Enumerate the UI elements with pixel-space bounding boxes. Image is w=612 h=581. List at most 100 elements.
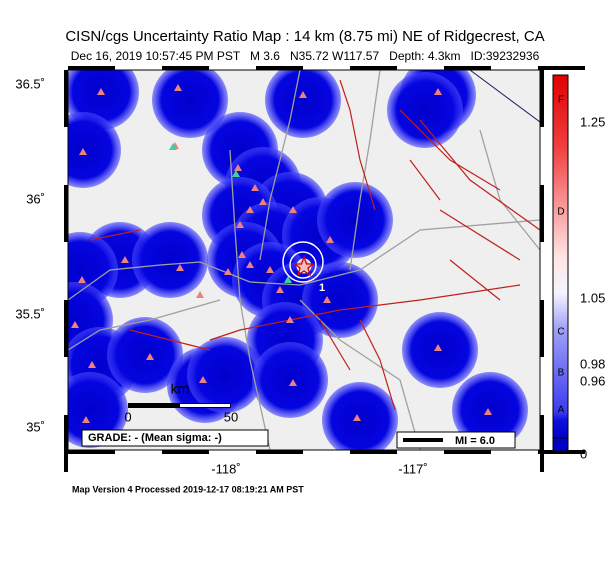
station — [88, 361, 96, 368]
frame-tick — [444, 450, 491, 454]
station — [196, 291, 204, 298]
scale-end: 50 — [224, 409, 238, 424]
fault — [209, 284, 521, 341]
scale-unit: km — [171, 381, 190, 397]
scale-start: 0 — [124, 409, 131, 424]
epicenter: 1 — [282, 241, 325, 294]
map-frame — [64, 66, 585, 472]
coverage-circle — [302, 262, 378, 338]
fault — [449, 259, 501, 301]
frame-tick — [540, 70, 544, 127]
station — [299, 91, 307, 98]
frame-tick — [64, 185, 68, 242]
frame-tick — [256, 66, 303, 70]
road — [68, 261, 361, 301]
mi-box — [396, 431, 516, 449]
station — [79, 148, 87, 155]
mi-legend: MI = 6.0 — [455, 435, 495, 447]
frame-tick — [540, 185, 544, 242]
coverage-circle — [152, 70, 228, 138]
grade-letter: C — [557, 327, 564, 338]
stations — [71, 84, 492, 423]
colorbar-tick: 0.98 — [580, 356, 605, 371]
station — [434, 344, 442, 351]
frame-tick — [162, 450, 209, 454]
coverage-circle — [132, 222, 208, 298]
station — [276, 286, 284, 293]
fault — [89, 229, 141, 241]
grade-letter: B — [558, 368, 565, 379]
road — [259, 70, 301, 261]
station — [199, 376, 207, 383]
frame-tick — [68, 66, 115, 70]
station — [169, 143, 177, 150]
frame-tick — [350, 66, 397, 70]
road — [229, 149, 271, 450]
subtitle: Dec 16, 2019 10:57:45 PM PST M 3.6 N35.7… — [71, 49, 540, 63]
fault — [409, 159, 441, 201]
grade-box — [81, 429, 269, 447]
lat-label: 35.5˚ — [15, 306, 45, 321]
mi-line — [403, 438, 443, 442]
lat-label: 35˚ — [26, 419, 45, 434]
fault — [319, 319, 351, 371]
coverage-circle — [322, 382, 398, 450]
colorbar-tick: 1.25 — [580, 114, 605, 129]
lat-label: 36.5˚ — [15, 76, 45, 91]
station — [97, 88, 105, 95]
station — [224, 268, 232, 275]
station — [246, 206, 254, 213]
coverage-circle — [452, 372, 528, 448]
station — [174, 84, 182, 91]
station — [121, 256, 129, 263]
station — [286, 316, 294, 323]
frame-tick — [68, 450, 115, 454]
footer: Map Version 4 Processed 2019-12-17 08:19… — [72, 484, 304, 494]
frame-tick — [350, 450, 397, 454]
fault — [129, 329, 211, 351]
station — [259, 198, 267, 205]
grade-letter: F — [558, 95, 564, 106]
contour — [289, 251, 317, 279]
fault — [439, 209, 521, 261]
colorbar-tick: 0.96 — [580, 373, 605, 388]
frame-tick — [64, 415, 68, 472]
coverage-circle — [252, 342, 328, 418]
colorbar: F D C B A 1.25 1.05 0.98 0.96 0 — [552, 74, 605, 461]
station — [289, 379, 297, 386]
frame-tick — [162, 66, 209, 70]
station — [146, 353, 154, 360]
frame-tick — [538, 66, 585, 70]
fault — [419, 119, 540, 231]
grade: GRADE: - (Mean sigma: -) — [88, 432, 222, 444]
frame-tick — [64, 300, 68, 357]
coverage-circle — [107, 317, 183, 393]
station — [353, 414, 361, 421]
border-line — [469, 70, 540, 123]
frame-tick — [538, 450, 585, 454]
station — [434, 88, 442, 95]
frame-tick — [64, 70, 68, 127]
station — [284, 276, 292, 283]
frame-border — [67, 69, 541, 451]
station — [246, 261, 254, 268]
coverage-circle — [317, 182, 393, 258]
station — [176, 264, 184, 271]
fault — [339, 79, 376, 211]
fault — [399, 109, 501, 191]
station — [238, 251, 246, 258]
coverage-circle — [265, 70, 341, 138]
frame-tick — [540, 300, 544, 357]
lat-label: 36˚ — [26, 191, 45, 206]
grade-letter: A — [558, 405, 565, 416]
station — [326, 236, 334, 243]
frame-tick — [256, 450, 303, 454]
coverage-circle — [68, 372, 128, 448]
colorbar-tick: 0 — [580, 446, 587, 461]
lon-label: -118˚ — [211, 461, 240, 476]
station — [78, 276, 86, 283]
lon-label: -117˚ — [398, 461, 427, 476]
grade-letter: D — [557, 207, 564, 218]
station — [251, 184, 259, 191]
road — [68, 299, 221, 351]
